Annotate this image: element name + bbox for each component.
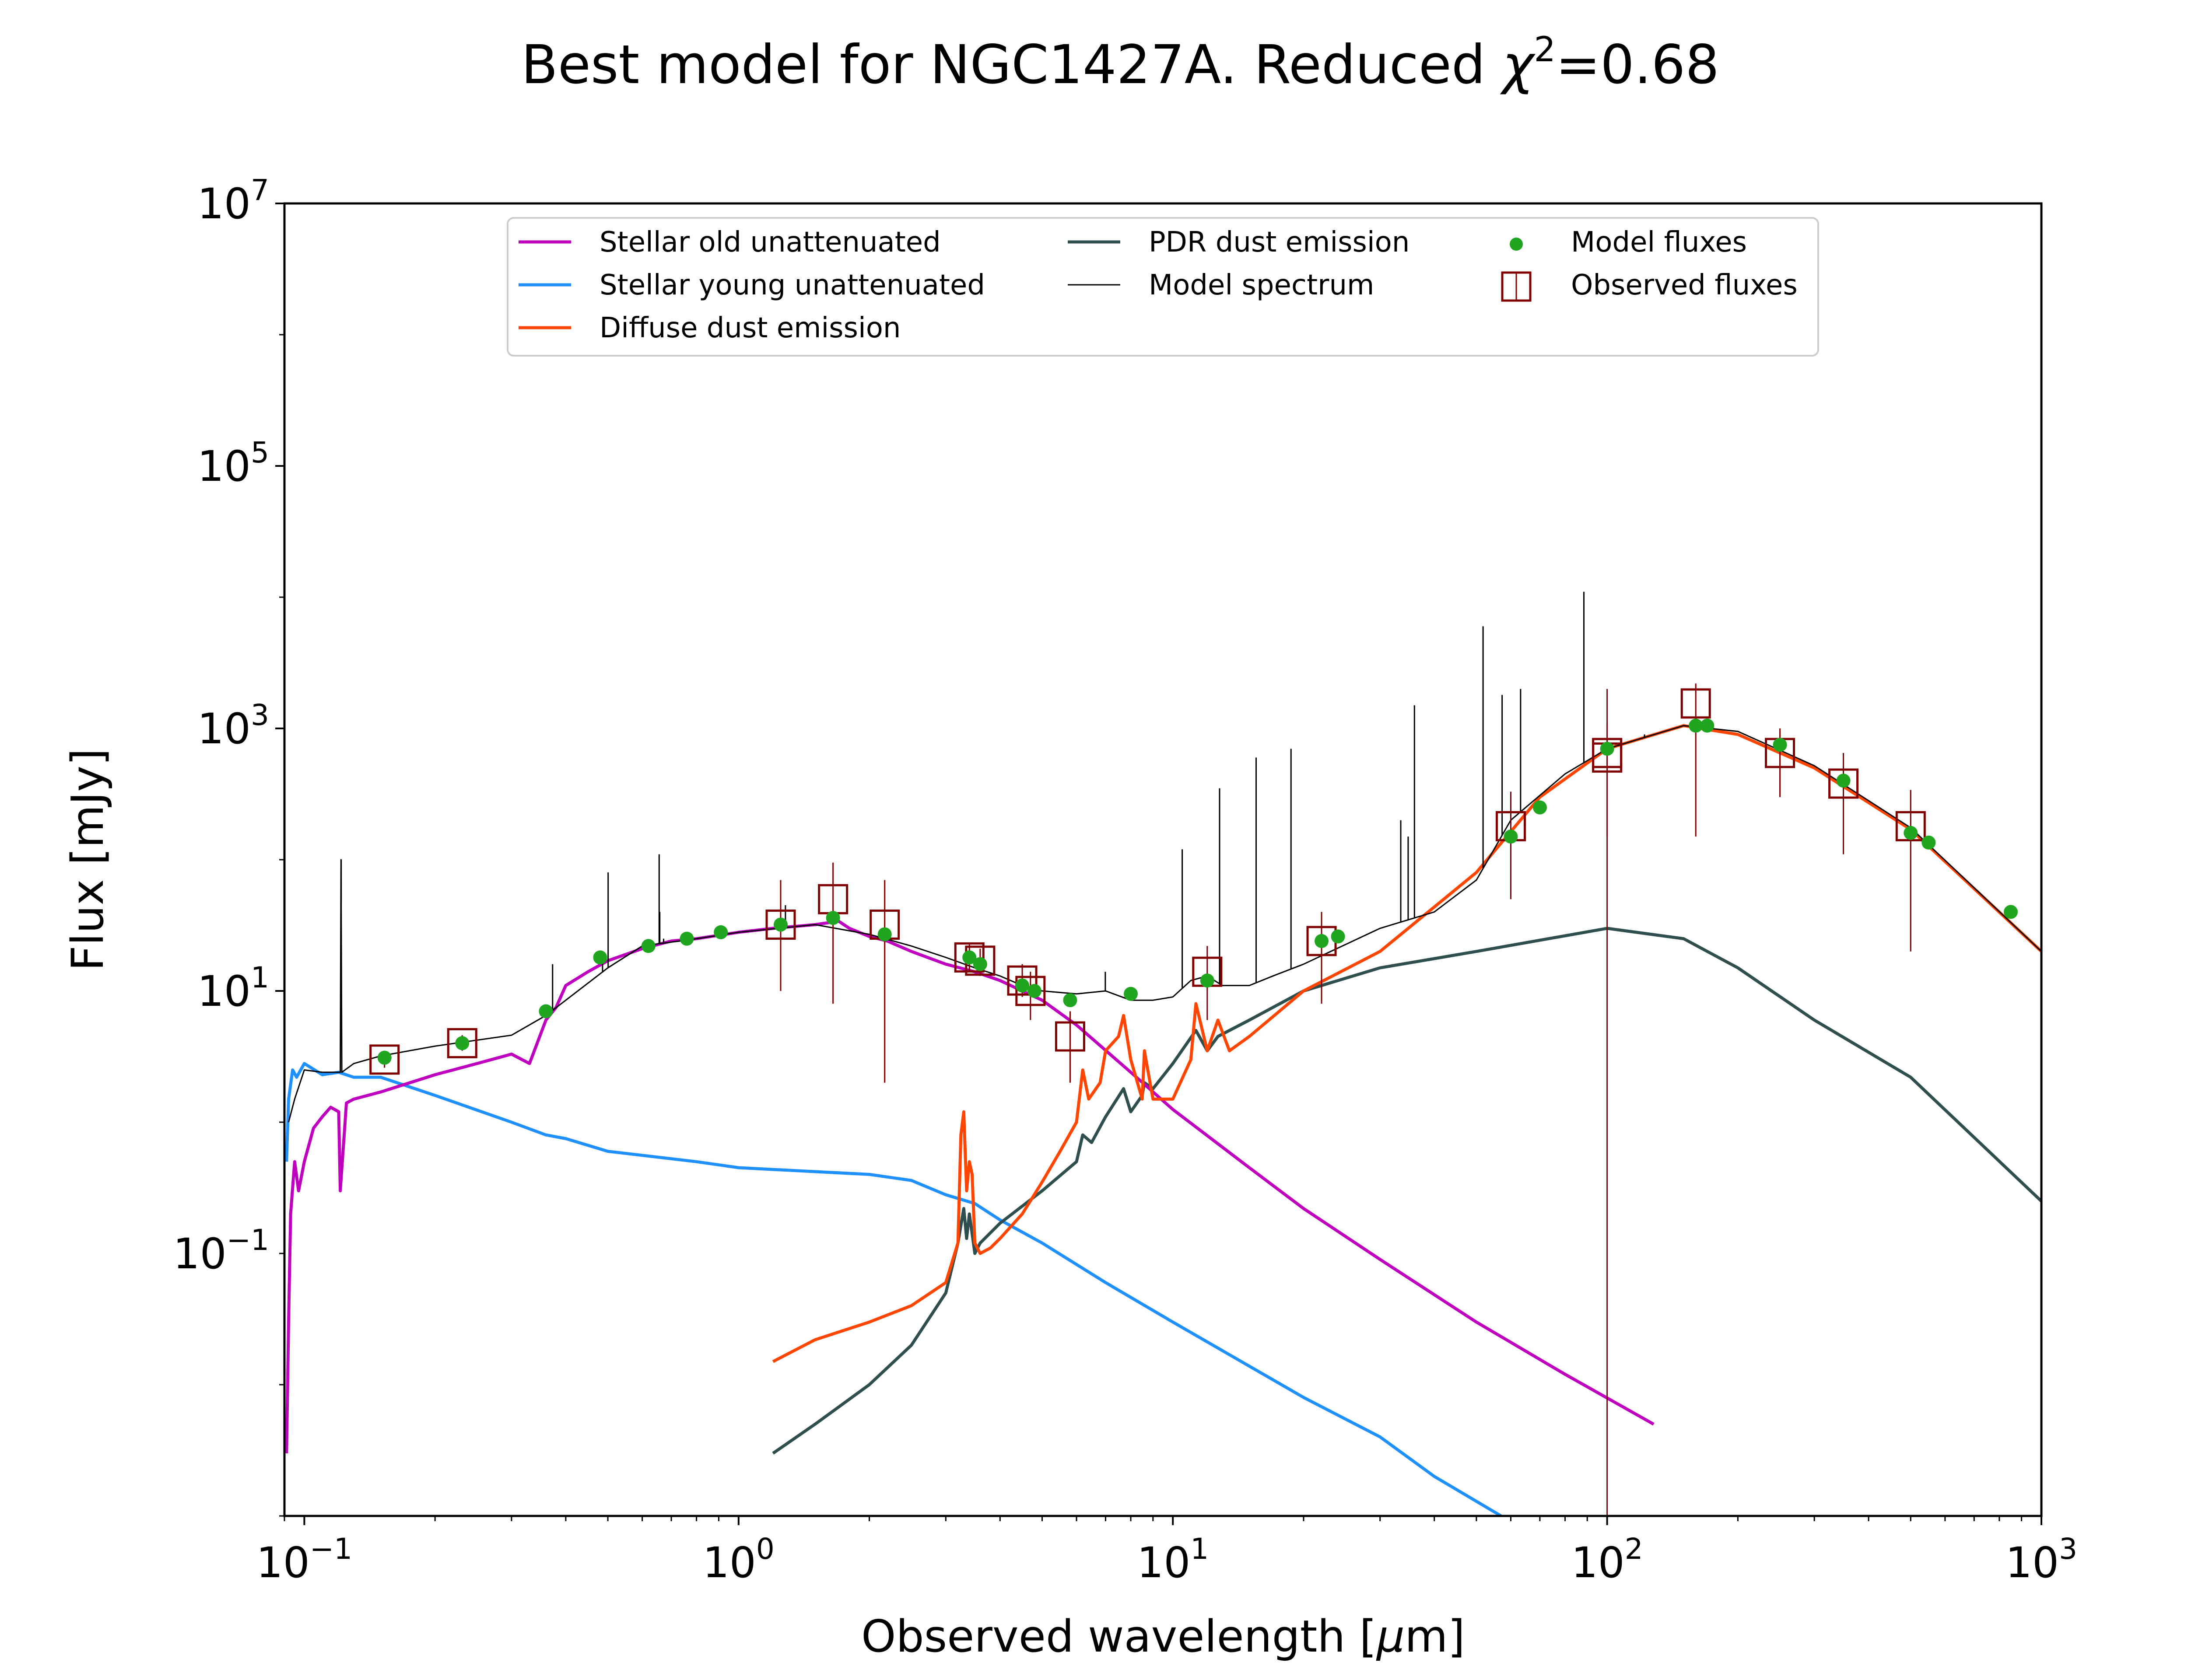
observed-flux-marker [1055, 1021, 1085, 1052]
model-flux-point [1922, 835, 1936, 850]
y-tick-label: 103 [197, 698, 269, 753]
observed-flux-marker [1015, 976, 1046, 1006]
model-flux-point [2003, 905, 2018, 919]
legend-item-model-spectrum: Model spectrum [1068, 269, 1374, 301]
model-flux-point [641, 939, 656, 953]
legend-label: PDR dust emission [1149, 226, 1410, 259]
model-flux-point [593, 950, 607, 965]
legend-label: Observed fluxes [1571, 269, 1798, 301]
legend-item-pdr-dust-emission: PDR dust emission [1068, 226, 1410, 259]
model-flux-point [973, 957, 987, 971]
legend-label: Model spectrum [1149, 269, 1374, 301]
x-tick-label: 103 [2006, 1532, 2077, 1587]
model-flux-point [1836, 774, 1851, 788]
legend-item-stellar-young-unattenuated: Stellar young unattenuated [519, 269, 985, 301]
series-diffuse-dust-emission [772, 724, 2041, 1363]
observed-flux-marker [1828, 768, 1859, 799]
legend-label: Diffuse dust emission [600, 312, 901, 344]
legend-swatch [1510, 238, 1523, 251]
legend-label: Stellar old unattenuated [600, 226, 941, 259]
y-axis-label: Flux [mJy] [62, 749, 113, 971]
x-axis: 10−1 100 101 102 103 [256, 1516, 2077, 1587]
observed-flux-marker [954, 942, 985, 973]
model-flux-point [1504, 830, 1518, 844]
y-tick-label: 107 [197, 173, 269, 228]
observed-flux-marker [1592, 738, 1623, 768]
model-flux-point [1124, 987, 1138, 1001]
legend-label: Stellar young unattenuated [600, 269, 985, 301]
model-flux-point [1063, 993, 1077, 1008]
x-tick-label: 102 [1571, 1532, 1643, 1587]
x-tick-label: 101 [1137, 1532, 1209, 1587]
observed-flux-marker [1007, 965, 1038, 996]
model-flux-point [962, 950, 977, 965]
model-flux-point [773, 917, 788, 932]
model-flux-point [1015, 978, 1030, 993]
model-flux-point [680, 931, 694, 946]
x-tick-label: 10−1 [256, 1532, 352, 1587]
series-pdr-dust-emission [772, 927, 2041, 1455]
markers-layer [369, 683, 2018, 1516]
model-flux-point [1689, 718, 1703, 733]
model-flux-point [539, 1004, 553, 1018]
y-axis: 10−1 101 103 105 107 [173, 173, 284, 1517]
model-flux-point [826, 911, 840, 925]
model-flux-point [1700, 718, 1715, 733]
model-flux-point [1773, 738, 1787, 752]
model-flux-point [714, 925, 728, 939]
observed-flux-marker [765, 909, 796, 940]
model-flux-point [1315, 934, 1329, 948]
model-flux-point [1904, 826, 1918, 840]
observed-flux-marker [1680, 688, 1711, 719]
x-tick-label: 100 [703, 1532, 775, 1587]
legend-box [507, 217, 1819, 357]
chart-title: Best model for NGC1427A. Reduced χ2=0.68 [521, 30, 1719, 96]
legend-label: Model fluxes [1571, 226, 1747, 259]
y-tick-label: 101 [197, 961, 269, 1016]
legend-item-diffuse-dust-emission: Diffuse dust emission [519, 312, 901, 344]
y-tick-label: 105 [197, 436, 269, 491]
observed-flux-marker [447, 1028, 477, 1058]
model-flux-point [377, 1050, 392, 1065]
y-tick-label: 10−1 [173, 1223, 269, 1278]
model-flux-point [1027, 984, 1041, 998]
model-flux-point [1331, 929, 1345, 944]
legend: Stellar old unattenuated Stellar young un… [507, 217, 1819, 357]
legend-item-model-fluxes: Model fluxes [1510, 226, 1747, 259]
observed-flux-marker [1895, 811, 1926, 841]
x-axis-label: Observed wavelength [μm] [861, 1610, 1465, 1662]
observed-flux-marker [369, 1044, 400, 1075]
series-stellar-old-unattenuated [285, 920, 1655, 1453]
model-flux-point [1532, 800, 1547, 815]
model-flux-point [455, 1036, 470, 1050]
legend-item-stellar-old-unattenuated: Stellar old unattenuated [519, 226, 941, 259]
model-flux-point [877, 927, 892, 942]
legend-item-observed-fluxes: Observed fluxes [1501, 269, 1798, 302]
model-flux-point [1600, 742, 1614, 756]
model-flux-point [1200, 973, 1214, 988]
